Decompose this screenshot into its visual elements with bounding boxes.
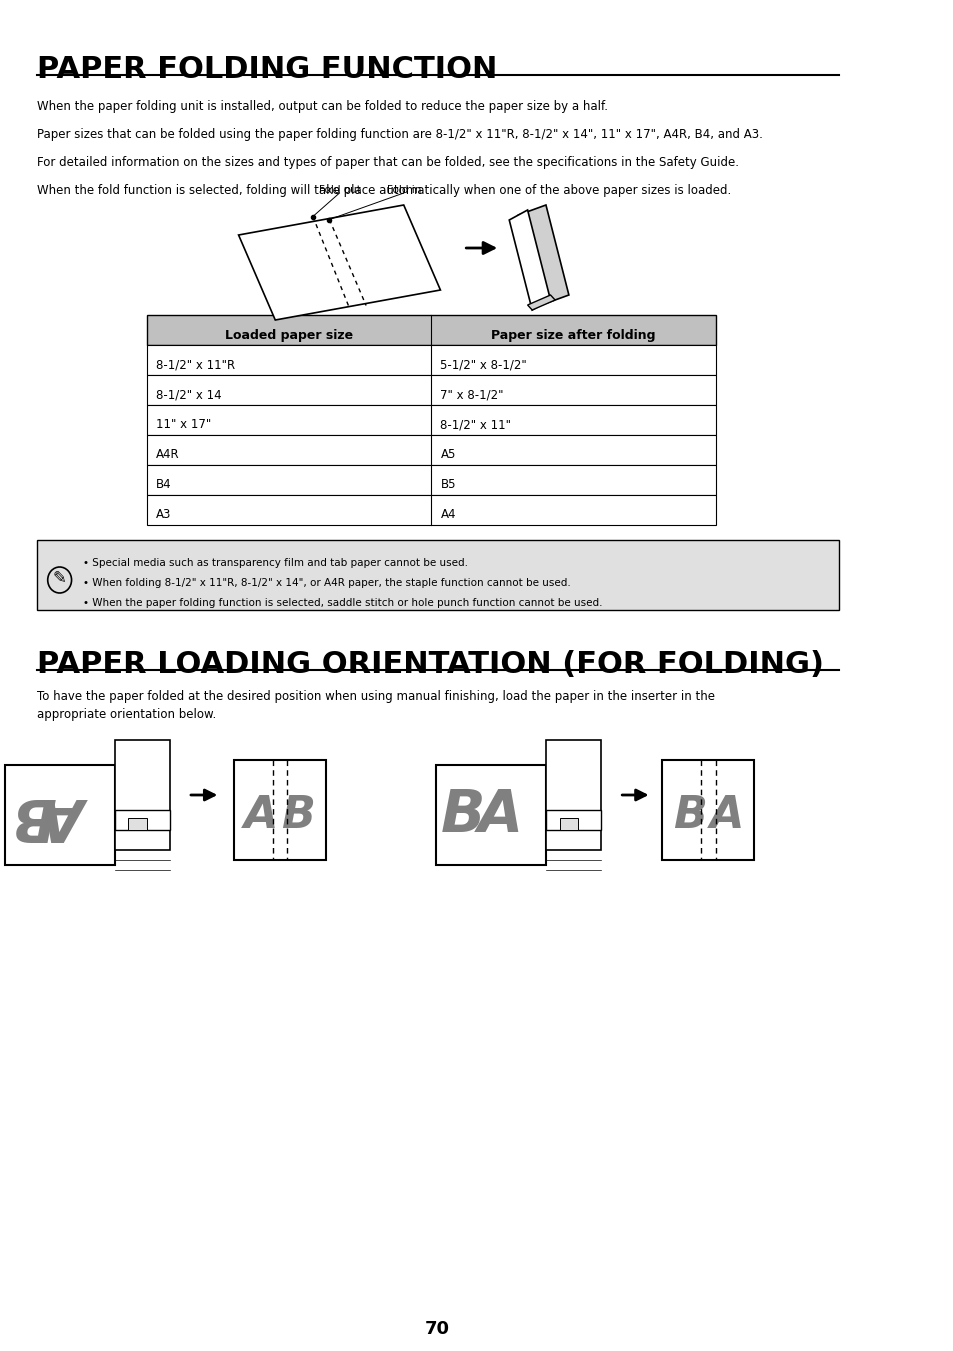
Text: • When folding 8-1/2" x 11"R, 8-1/2" x 14", or A4R paper, the staple function ca: • When folding 8-1/2" x 11"R, 8-1/2" x 1…	[83, 578, 570, 588]
Text: A: A	[477, 786, 522, 843]
Text: A: A	[244, 793, 278, 836]
Text: 70: 70	[425, 1320, 450, 1337]
Text: B4: B4	[156, 478, 172, 492]
Polygon shape	[527, 295, 555, 309]
Text: A: A	[46, 786, 91, 843]
Bar	[147, 345, 715, 376]
Text: 7" x 8-1/2": 7" x 8-1/2"	[440, 389, 503, 401]
Text: Fold in: Fold in	[386, 185, 420, 195]
Bar	[147, 315, 715, 345]
Bar	[129, 817, 147, 830]
Text: B: B	[440, 786, 485, 843]
Bar	[147, 465, 715, 494]
Polygon shape	[238, 205, 440, 320]
Bar	[147, 494, 715, 526]
Bar	[36, 540, 838, 611]
Text: For detailed information on the sizes and types of paper that can be folded, see: For detailed information on the sizes an…	[36, 155, 738, 169]
Text: Paper size after folding: Paper size after folding	[491, 328, 655, 342]
Text: PAPER LOADING ORIENTATION (FOR FOLDING): PAPER LOADING ORIENTATION (FOR FOLDING)	[36, 650, 822, 680]
Bar	[114, 740, 170, 850]
Text: 8-1/2" x 14: 8-1/2" x 14	[156, 389, 221, 401]
Text: Loaded paper size: Loaded paper size	[225, 328, 353, 342]
Text: • Special media such as transparency film and tab paper cannot be used.: • Special media such as transparency fil…	[83, 558, 467, 567]
Text: A: A	[709, 793, 743, 836]
Bar	[436, 765, 545, 865]
Bar	[5, 765, 114, 865]
Text: B5: B5	[440, 478, 456, 492]
Bar	[147, 435, 715, 465]
Text: PAPER FOLDING FUNCTION: PAPER FOLDING FUNCTION	[36, 55, 497, 84]
Text: A5: A5	[440, 449, 456, 462]
Text: When the fold function is selected, folding will take place automatically when o: When the fold function is selected, fold…	[36, 184, 730, 197]
Text: appropriate orientation below.: appropriate orientation below.	[36, 708, 215, 721]
Text: 8-1/2" x 11": 8-1/2" x 11"	[440, 419, 511, 431]
Text: B: B	[673, 793, 706, 836]
Text: 5-1/2" x 8-1/2": 5-1/2" x 8-1/2"	[440, 358, 527, 372]
Text: B: B	[10, 786, 54, 843]
Bar	[114, 811, 170, 830]
Text: • When the paper folding function is selected, saddle stitch or hole punch funct: • When the paper folding function is sel…	[83, 598, 601, 608]
Bar	[545, 811, 600, 830]
Bar	[545, 740, 600, 850]
Text: Paper sizes that can be folded using the paper folding function are 8-1/2" x 11": Paper sizes that can be folded using the…	[36, 128, 761, 141]
Bar	[661, 761, 754, 861]
Polygon shape	[509, 209, 550, 309]
Bar	[147, 376, 715, 405]
Bar	[559, 817, 578, 830]
Text: ✎: ✎	[52, 569, 67, 586]
Text: To have the paper folded at the desired position when using manual finishing, lo: To have the paper folded at the desired …	[36, 690, 714, 703]
Bar	[147, 405, 715, 435]
Text: A4R: A4R	[156, 449, 179, 462]
Text: When the paper folding unit is installed, output can be folded to reduce the pap: When the paper folding unit is installed…	[36, 100, 607, 113]
Text: 11" x 17": 11" x 17"	[156, 419, 211, 431]
Text: 8-1/2" x 11"R: 8-1/2" x 11"R	[156, 358, 234, 372]
Text: A4: A4	[440, 508, 456, 521]
Bar	[233, 761, 325, 861]
Text: Fold out: Fold out	[318, 185, 360, 195]
Text: B: B	[281, 793, 314, 836]
Polygon shape	[517, 205, 568, 305]
Text: A3: A3	[156, 508, 172, 521]
